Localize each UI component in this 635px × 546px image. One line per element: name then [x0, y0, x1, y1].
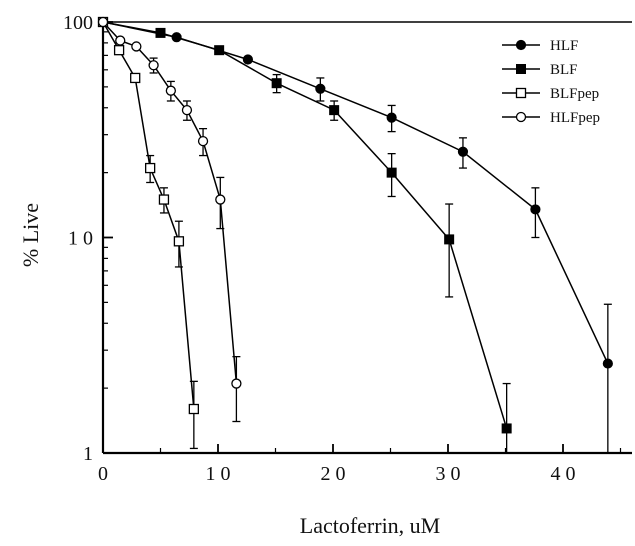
y-tick-label: 100 — [63, 12, 93, 34]
series-line-blf — [102, 21, 508, 429]
data-point-hlf — [457, 146, 469, 157]
legend-marker-blfpep — [515, 87, 527, 99]
data-point-blf — [214, 45, 225, 56]
y-axis-title: % Live — [18, 203, 43, 267]
error-bars — [146, 57, 612, 453]
data-point-hlfpep — [197, 135, 209, 147]
data-point-blf — [501, 423, 512, 434]
data-point-blf — [271, 78, 282, 89]
data-point-hlf — [315, 83, 326, 94]
data-point-blf — [155, 27, 166, 38]
series-line-hlf — [102, 21, 609, 364]
x-axis-title: Lactoferrin, uM — [300, 513, 441, 538]
data-point-hlfpep — [181, 104, 193, 116]
x-tick-label: 1 0 — [206, 463, 231, 485]
data-point-hlfpep — [115, 35, 126, 46]
data-point-blfpep — [173, 236, 185, 247]
legend-marker-blf — [516, 64, 526, 74]
legend-marker-hlfpep — [515, 111, 527, 123]
legend-label-blfpep: BLFpep — [550, 86, 599, 102]
series-line-blfpep — [102, 21, 195, 410]
chart-axes — [101, 21, 632, 455]
x-tick-label: 0 — [98, 463, 108, 485]
y-tick-label: 1 — [83, 443, 93, 465]
x-tick-label: 4 0 — [551, 463, 576, 485]
data-point-hlf — [602, 358, 613, 369]
data-point-blfpep — [144, 162, 156, 174]
data-point-blfpep — [188, 403, 200, 415]
x-tick-label: 3 0 — [436, 463, 461, 485]
data-point-blf — [386, 167, 397, 178]
data-point-hlfpep — [97, 16, 109, 28]
data-point-hlfpep — [148, 60, 159, 71]
legend: HLF BLF BLFpep HLFpep — [502, 38, 600, 126]
data-point-hlf — [242, 54, 253, 65]
axis-tick-labels: 1 1 0 100 0 1 0 2 0 3 0 4 0 — [63, 12, 576, 485]
data-point-hlf — [171, 32, 182, 43]
data-point-blf — [329, 105, 340, 116]
data-point-blfpep — [158, 194, 170, 205]
data-point-blf — [444, 234, 455, 245]
data-point-hlf — [530, 204, 541, 215]
legend-label-hlfpep: HLFpep — [550, 110, 600, 126]
data-point-hlfpep — [131, 41, 142, 52]
y-tick-label: 1 0 — [68, 228, 93, 250]
data-point-hlf — [386, 112, 397, 123]
data-point-hlfpep — [231, 378, 242, 389]
legend-label-blf: BLF — [550, 62, 578, 78]
data-point-blfpep — [130, 72, 141, 84]
x-tick-label: 2 0 — [321, 463, 346, 485]
data-point-blfpep — [113, 45, 125, 56]
data-point-hlfpep — [165, 85, 177, 96]
data-point-hlfpep — [215, 194, 226, 205]
legend-label-hlf: HLF — [550, 38, 578, 54]
legend-marker-hlf — [515, 39, 527, 51]
series-markers — [97, 16, 613, 434]
